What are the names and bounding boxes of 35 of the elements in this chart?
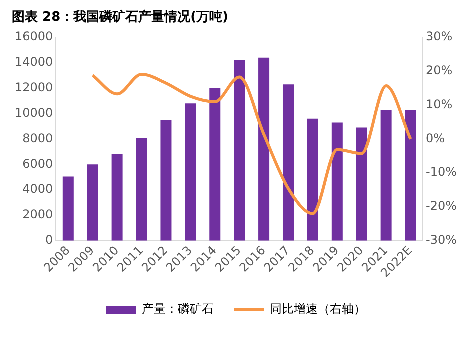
y-tick-label: 0 xyxy=(46,232,54,247)
y2-tick-label: -30% xyxy=(426,232,458,247)
y2-tick-label: -10% xyxy=(426,165,458,180)
bar xyxy=(62,176,74,241)
y2-tick-label: 20% xyxy=(426,64,453,78)
y-tick-label: 4000 xyxy=(22,182,54,196)
y-tick-label: 14000 xyxy=(14,55,54,70)
bar xyxy=(380,110,392,241)
y2-tick-label: 0% xyxy=(426,131,446,146)
line-series xyxy=(91,73,412,216)
chart-title: 图表 28：我国磷矿石产量情况(万吨) xyxy=(12,9,228,26)
y-tick-label: 10000 xyxy=(14,106,54,120)
y-tick-label: 12000 xyxy=(14,80,54,95)
y2-tick-label: 10% xyxy=(426,97,453,112)
y-tick-label: 6000 xyxy=(22,156,54,171)
bar xyxy=(307,118,318,241)
bar xyxy=(210,88,221,241)
bar xyxy=(282,84,294,241)
bar xyxy=(332,122,343,241)
y2-tick-label: 30% xyxy=(426,30,453,44)
bar xyxy=(185,104,196,241)
y-tick-label: 16000 xyxy=(14,30,54,44)
bar xyxy=(160,120,172,241)
y-tick-label: 2000 xyxy=(22,208,54,222)
legend-label: 同比增速（右轴） xyxy=(270,302,366,316)
legend-label: 产量：磷矿石 xyxy=(142,302,214,316)
y2-tick-label: -20% xyxy=(426,199,458,214)
bar xyxy=(356,128,368,241)
bar xyxy=(136,138,148,241)
bar xyxy=(258,58,270,241)
bar xyxy=(112,154,123,241)
bar xyxy=(87,164,98,241)
y-tick-label: 8000 xyxy=(22,131,54,146)
bar xyxy=(234,60,246,241)
bar xyxy=(405,110,416,241)
